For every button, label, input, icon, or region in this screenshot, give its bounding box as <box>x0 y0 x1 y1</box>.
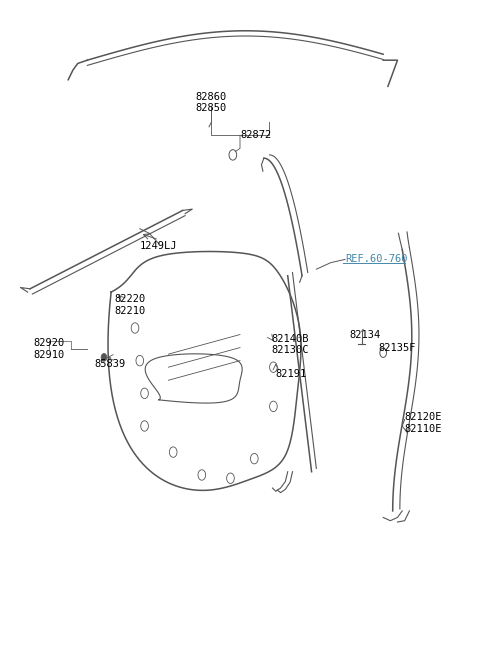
Text: 82920
82910: 82920 82910 <box>34 338 65 359</box>
Text: 82220
82210: 82220 82210 <box>115 295 146 316</box>
Text: 82140B
82130C: 82140B 82130C <box>271 333 309 355</box>
Text: REF.60-760: REF.60-760 <box>345 255 408 264</box>
Circle shape <box>101 354 107 361</box>
Text: 82860
82850: 82860 82850 <box>196 92 227 113</box>
Text: 82120E
82110E: 82120E 82110E <box>405 412 442 434</box>
Text: 82191: 82191 <box>276 369 307 379</box>
Text: 82134: 82134 <box>350 329 381 340</box>
Text: 85839: 85839 <box>95 359 126 369</box>
Text: 1249LJ: 1249LJ <box>140 241 178 251</box>
Text: 82135F: 82135F <box>378 342 416 352</box>
Text: 82872: 82872 <box>240 131 271 140</box>
